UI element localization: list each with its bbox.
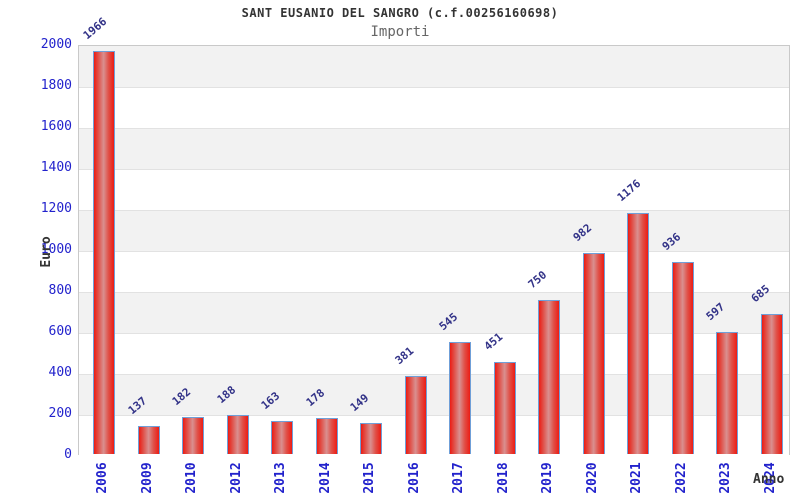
bar-2014: [316, 418, 338, 454]
bar-2018: [494, 362, 516, 454]
plot-band: [79, 128, 789, 169]
y-tick-label: 1000: [40, 242, 72, 257]
plot-band: [79, 251, 789, 292]
gridline: [79, 169, 789, 170]
gridline: [79, 128, 789, 129]
gridline: [79, 333, 789, 334]
x-tick-label-2022: 2022: [674, 462, 689, 494]
x-tick-label-2015: 2015: [362, 462, 377, 494]
gridline: [79, 374, 789, 375]
x-tick-label-2018: 2018: [496, 462, 511, 494]
bar-2020: [583, 253, 605, 454]
bar-2023: [716, 332, 738, 454]
gridline: [79, 292, 789, 293]
bar-2019: [538, 300, 560, 454]
chart-title: SANT EUSANIO DEL SANGRO (c.f.00256160698…: [241, 6, 559, 20]
x-tick-label-2019: 2019: [540, 462, 555, 494]
x-tick-label-2017: 2017: [451, 462, 466, 494]
y-tick-label: 1200: [40, 201, 72, 216]
x-tick-label-2016: 2016: [407, 462, 422, 494]
bar-2013: [271, 421, 293, 454]
x-tick-label-2021: 2021: [629, 462, 644, 494]
bar-2017: [449, 342, 471, 454]
gridline: [79, 210, 789, 211]
plot-band: [79, 46, 789, 87]
plot-area: [78, 45, 790, 456]
bar-2022: [672, 262, 694, 454]
bar-2016: [405, 376, 427, 454]
x-tick-label-2014: 2014: [318, 462, 333, 494]
bar-2021: [627, 213, 649, 454]
plot-band: [79, 87, 789, 128]
bar-2010: [182, 417, 204, 454]
bar-2006: [93, 51, 115, 454]
y-tick-label: 0: [64, 447, 72, 462]
gridline: [79, 251, 789, 252]
bar-2015: [360, 423, 382, 454]
y-tick-label: 2000: [40, 37, 72, 52]
y-tick-label: 600: [48, 324, 72, 339]
bar-2012: [227, 415, 249, 454]
gridline: [79, 415, 789, 416]
bar-2024: [761, 314, 783, 454]
x-tick-label-2023: 2023: [718, 462, 733, 494]
plot-band: [79, 292, 789, 333]
x-tick-label-2006: 2006: [95, 462, 110, 494]
y-tick-label: 1800: [40, 78, 72, 93]
chart-subtitle: Importi: [370, 24, 430, 40]
x-tick-label-2020: 2020: [585, 462, 600, 494]
plot-band: [79, 374, 789, 415]
plot-band: [79, 333, 789, 374]
plot-band: [79, 169, 789, 210]
y-tick-label: 200: [48, 406, 72, 421]
y-tick-label: 800: [48, 283, 72, 298]
x-tick-label-2013: 2013: [273, 462, 288, 494]
y-axis-title: Euro: [39, 236, 54, 268]
x-axis-title: Anno: [753, 472, 785, 487]
y-tick-label: 1400: [40, 160, 72, 175]
x-tick-label-2012: 2012: [229, 462, 244, 494]
y-tick-label: 1600: [40, 119, 72, 134]
bar-2009: [138, 426, 160, 454]
x-tick-label-2009: 2009: [140, 462, 155, 494]
y-tick-label: 400: [48, 365, 72, 380]
x-tick-label-2010: 2010: [184, 462, 199, 494]
gridline: [79, 87, 789, 88]
plot-band: [79, 210, 789, 251]
